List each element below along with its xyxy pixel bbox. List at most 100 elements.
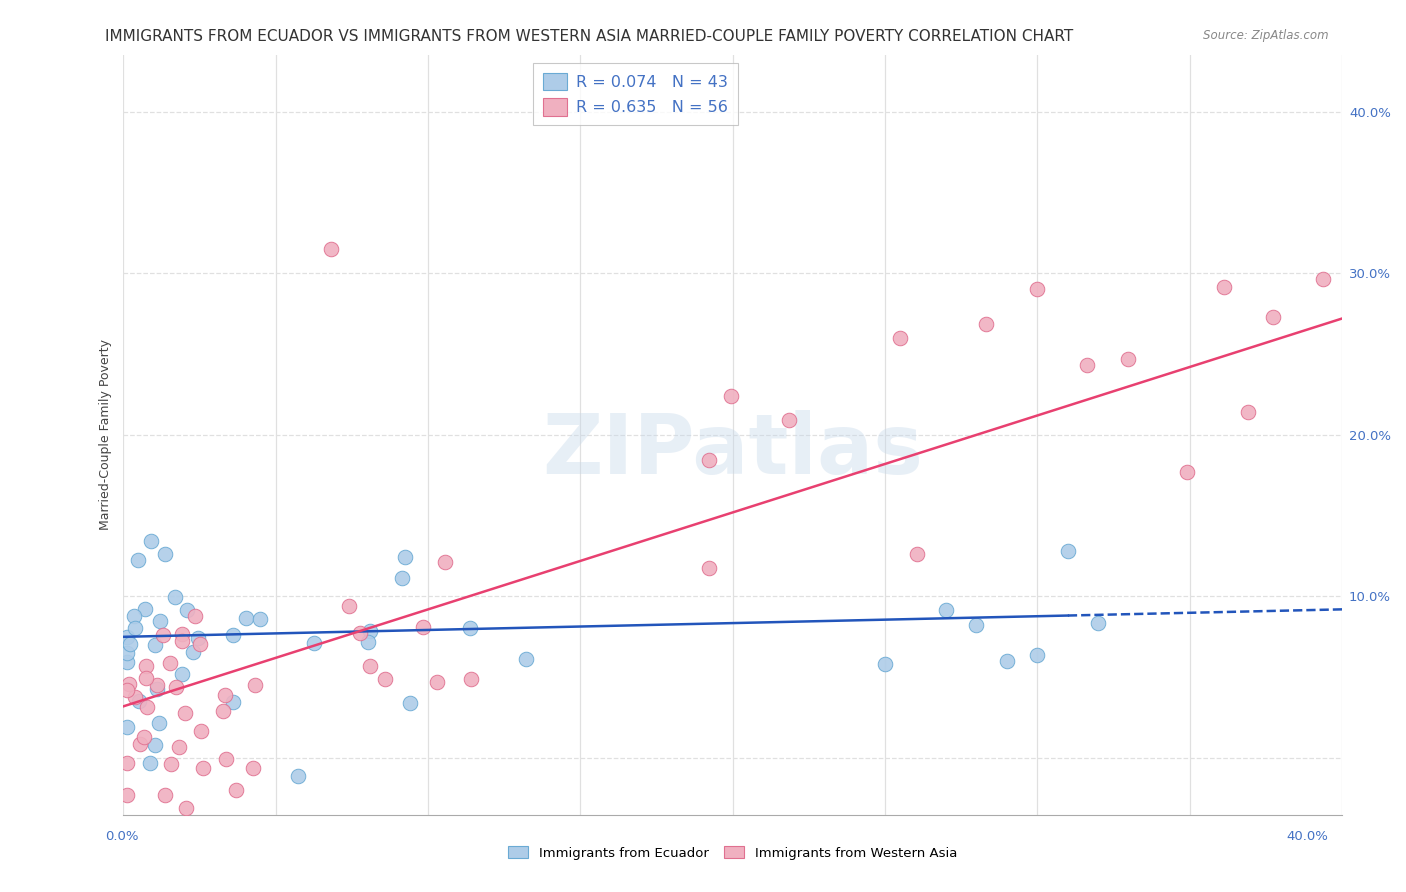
Point — [124, 690, 146, 705]
Point — [193, 761, 215, 775]
Point — [391, 571, 413, 585]
Point — [139, 756, 162, 770]
Point — [143, 738, 166, 752]
Point — [720, 389, 742, 403]
Point — [357, 635, 380, 649]
Point — [146, 682, 169, 697]
Point — [412, 620, 434, 634]
Point — [115, 631, 138, 645]
Point — [115, 683, 138, 698]
Point — [515, 652, 537, 666]
Point — [165, 680, 187, 694]
Point — [115, 719, 138, 733]
Point — [159, 657, 181, 671]
Point — [889, 331, 911, 345]
Text: Source: ZipAtlas.com: Source: ZipAtlas.com — [1204, 29, 1329, 42]
Text: 0.0%: 0.0% — [105, 830, 139, 843]
Point — [115, 756, 138, 771]
Point — [143, 638, 166, 652]
Point — [697, 452, 720, 467]
Point — [115, 656, 138, 670]
Point — [146, 678, 169, 692]
Point — [974, 317, 997, 331]
Legend: R = 0.074   N = 43, R = 0.635   N = 56: R = 0.074 N = 43, R = 0.635 N = 56 — [533, 63, 738, 125]
Point — [778, 412, 800, 426]
Point — [176, 801, 198, 815]
Point — [359, 624, 381, 638]
Point — [1312, 271, 1334, 285]
Point — [460, 672, 482, 686]
Point — [173, 706, 195, 721]
Point — [172, 627, 194, 641]
Point — [139, 533, 162, 548]
Point — [875, 657, 897, 671]
Point — [242, 761, 264, 775]
Point — [319, 242, 342, 256]
Point — [398, 696, 420, 710]
Point — [243, 678, 266, 692]
Text: ZIPatlas: ZIPatlas — [543, 409, 924, 491]
Point — [249, 612, 271, 626]
Point — [212, 704, 235, 718]
Point — [181, 645, 204, 659]
Y-axis label: Married-Couple Family Poverty: Married-Couple Family Poverty — [100, 339, 112, 531]
Point — [359, 658, 381, 673]
Point — [235, 611, 257, 625]
Point — [128, 693, 150, 707]
Point — [127, 553, 149, 567]
Point — [167, 740, 190, 755]
Point — [115, 646, 138, 660]
Point — [118, 637, 141, 651]
Point — [225, 782, 247, 797]
Point — [1116, 351, 1139, 366]
Point — [190, 723, 212, 738]
Point — [1237, 405, 1260, 419]
Point — [214, 689, 236, 703]
Point — [124, 609, 146, 624]
Point — [153, 788, 176, 802]
Point — [1026, 282, 1049, 296]
Point — [183, 609, 205, 624]
Point — [115, 788, 138, 802]
Point — [374, 673, 396, 687]
Point — [697, 561, 720, 575]
Point — [215, 752, 238, 766]
Point — [1026, 648, 1049, 662]
Point — [222, 696, 245, 710]
Point — [149, 614, 172, 628]
Point — [132, 822, 155, 837]
Point — [135, 659, 157, 673]
Point — [128, 737, 150, 751]
Point — [188, 637, 211, 651]
Point — [966, 618, 988, 632]
Point — [118, 677, 141, 691]
Point — [458, 622, 481, 636]
Point — [1087, 616, 1109, 631]
Point — [136, 700, 159, 714]
Point — [905, 547, 928, 561]
Point — [160, 757, 183, 772]
Point — [349, 626, 371, 640]
Point — [935, 603, 957, 617]
Point — [176, 603, 198, 617]
Point — [394, 550, 416, 565]
Point — [132, 730, 155, 744]
Point — [172, 666, 194, 681]
Point — [995, 654, 1018, 668]
Text: IMMIGRANTS FROM ECUADOR VS IMMIGRANTS FROM WESTERN ASIA MARRIED-COUPLE FAMILY PO: IMMIGRANTS FROM ECUADOR VS IMMIGRANTS FR… — [105, 29, 1074, 44]
Point — [148, 715, 170, 730]
Point — [170, 633, 193, 648]
Point — [155, 547, 177, 561]
Text: 40.0%: 40.0% — [1286, 830, 1329, 843]
Point — [134, 601, 156, 615]
Point — [165, 590, 187, 604]
Point — [152, 628, 174, 642]
Point — [1177, 465, 1199, 479]
Point — [124, 621, 146, 635]
Point — [1213, 280, 1236, 294]
Point — [187, 631, 209, 645]
Point — [135, 671, 157, 685]
Point — [1261, 310, 1284, 325]
Point — [1057, 544, 1080, 558]
Point — [426, 675, 449, 690]
